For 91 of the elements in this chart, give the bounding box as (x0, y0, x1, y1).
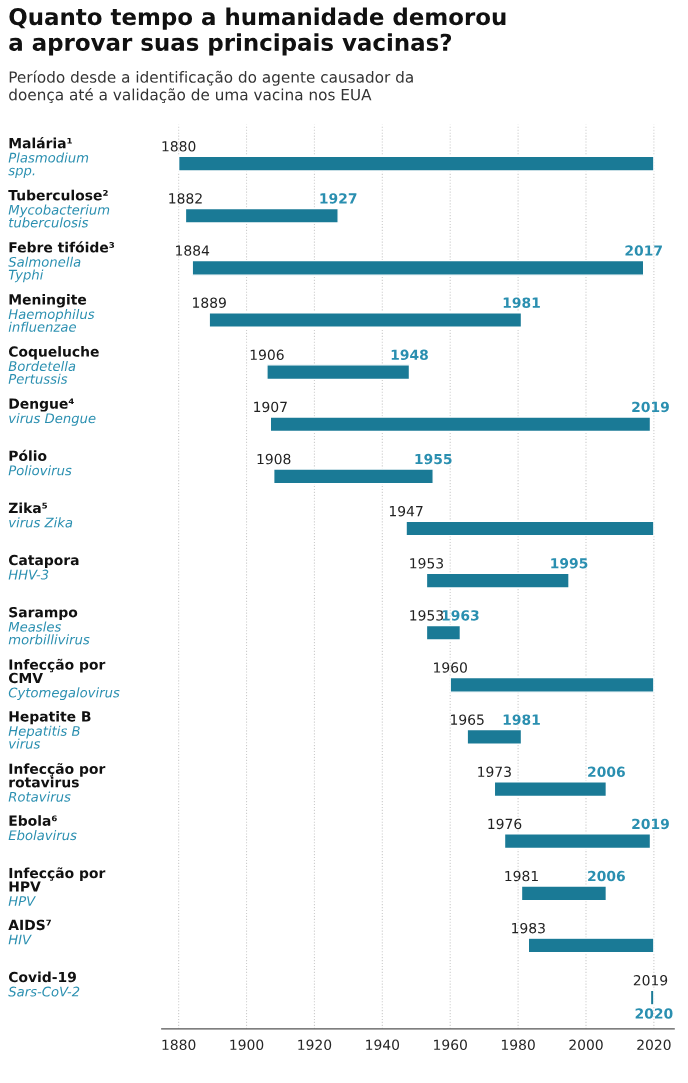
y-tick-label: AIDS⁷ (8, 919, 51, 931)
annotation: 1953 (410, 610, 444, 621)
chart-subtitle: Período desde a identificação do agente causador da doença até a validação de uma vacina nos EUA (9, 70, 413, 104)
text: Haemophilus influenzae (8, 308, 95, 332)
y-tick-label: Sarampo (9, 606, 78, 621)
y-tick-label: Tuberculose² (8, 189, 108, 201)
y-tick-label: Malária¹ (9, 137, 72, 149)
annotation: 1882 (169, 193, 202, 204)
bar (177, 155, 655, 172)
data-label: 2019 (632, 401, 669, 413)
x-tick-label: 2020 (637, 1039, 671, 1051)
bar (503, 833, 652, 850)
y-tick-label: Hepatite B (9, 710, 91, 725)
text: HHV-3 (8, 569, 49, 580)
bar (184, 207, 339, 224)
text: Salmonella Typhi (8, 256, 81, 283)
annotation: 2019 (633, 975, 668, 986)
bar (269, 416, 652, 433)
annotation: 1976 (488, 818, 522, 830)
y-tick-label: Infecção por CMV (8, 658, 106, 684)
annotation: 1981 (505, 870, 538, 882)
text: Sars-CoV-2 (8, 986, 80, 997)
data-label: 2019 (632, 818, 669, 830)
text: Plasmodium spp. (8, 152, 89, 178)
text: Poliovirus (8, 465, 72, 476)
y-tick-label: Covid-19 (8, 971, 76, 983)
bar (520, 885, 608, 902)
bar (466, 728, 523, 745)
text: Hepatitis B virus (8, 725, 80, 749)
x-tick-label: 1960 (434, 1039, 467, 1051)
data-label: 1927 (320, 193, 357, 204)
x-tick-label: 1900 (230, 1039, 264, 1051)
text: virus Zika (9, 517, 73, 528)
annotation: 1884 (176, 245, 210, 256)
text: HIV (8, 934, 32, 945)
data-label: 1948 (391, 349, 428, 361)
chart-title: Quanto tempo a humanidade demorou a aprovar suas principais vacinas? (9, 7, 506, 56)
annotation: 1906 (250, 349, 284, 361)
annotation: 1880 (162, 141, 196, 152)
y-tick-label: Pólio (9, 449, 47, 462)
x-tick-label: 1920 (298, 1039, 332, 1051)
y-tick-label: Dengue⁴ (9, 398, 74, 412)
y-tick-label: Meningite (9, 293, 87, 308)
data-label: 2006 (588, 766, 625, 778)
bar (649, 989, 655, 1006)
text: HPV (8, 896, 36, 906)
text: Ebolavirus (8, 829, 77, 841)
annotation: 1965 (451, 714, 484, 725)
x-tick-label: 1940 (366, 1039, 400, 1051)
data-label: 2006 (588, 870, 625, 882)
data-label: 2017 (625, 245, 662, 256)
annotation: 1908 (257, 453, 291, 465)
data-label: 2020 (635, 1008, 673, 1019)
y-tick-label: Zika⁵ (8, 502, 48, 514)
text: virus Dengue (9, 413, 96, 426)
annotation: 1889 (193, 297, 226, 308)
data-label: 1981 (503, 297, 540, 308)
x-tick-label: 2000 (569, 1039, 603, 1051)
y-tick-label: Catapora (8, 554, 79, 568)
x-tick-label: 1880 (162, 1039, 196, 1051)
data-label: 1955 (415, 453, 452, 465)
bar (449, 676, 655, 693)
annotation: 1973 (478, 766, 511, 778)
bar (527, 937, 655, 954)
data-label: 1981 (503, 714, 540, 725)
text: Rotavirus (8, 791, 71, 802)
y-tick-label: Infecção por HPV (9, 867, 106, 892)
bar (425, 572, 570, 589)
bar (208, 312, 523, 328)
text: Bordetella Pertussis (8, 360, 76, 384)
y-tick-label: Ebola⁶ (9, 815, 57, 826)
text: Cytomegalovirus (8, 687, 120, 701)
data-label: 1963 (442, 610, 479, 621)
annotation: 1907 (254, 401, 287, 413)
text: Mycobacterium tuberculosis (8, 204, 110, 228)
y-tick-label: Febre tifóide³ (9, 241, 115, 253)
annotation: 1983 (512, 922, 545, 934)
annotation: 1947 (389, 505, 423, 517)
annotation: 1953 (410, 558, 444, 569)
y-tick-label: Coqueluche (8, 346, 99, 360)
annotation: 1960 (434, 662, 467, 673)
y-tick-label: Infecção por rotavirus (9, 763, 106, 788)
data-label: 1995 (551, 558, 588, 569)
bar (266, 364, 411, 381)
bar (273, 468, 434, 485)
x-tick-label: 1980 (501, 1039, 535, 1051)
bar (191, 259, 645, 276)
bar (493, 781, 608, 798)
bar (405, 520, 655, 537)
text: Measles morbillivirus (8, 621, 90, 645)
bar (425, 624, 462, 641)
